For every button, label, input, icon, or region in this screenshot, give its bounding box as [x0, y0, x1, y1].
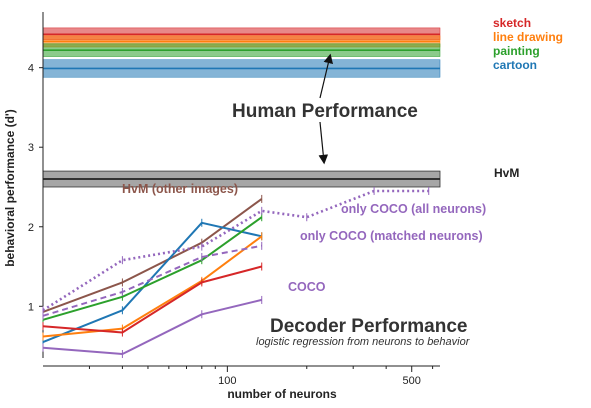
series-line-2: [42, 216, 263, 321]
y-tick-label: 2: [28, 222, 34, 234]
series-label-coco-matched: only COCO (matched neurons): [300, 229, 483, 243]
legend-painting: painting: [493, 44, 540, 58]
arrow-to-human: [319, 53, 334, 99]
y-tick-label: 1: [28, 301, 34, 313]
series-line-5: [42, 298, 262, 355]
series-label-coco-all: only COCO (all neurons): [341, 202, 486, 216]
series-line-4: [42, 265, 262, 334]
series-label-coco: COCO: [288, 280, 326, 294]
legend-line-drawing: line drawing: [493, 30, 563, 44]
legend-hvm: HvM: [494, 166, 519, 180]
decoder-performance-label: Decoder Performance: [270, 316, 467, 337]
human-performance-label: Human Performance: [232, 101, 418, 122]
x-axis-title: number of neurons: [227, 387, 337, 401]
series-line-6: [42, 244, 262, 317]
arrow-to-hvm: [318, 121, 329, 165]
x-tick-label: 500: [403, 375, 421, 387]
y-axis-title: behavioral performance (d'): [3, 109, 17, 267]
hvm-band: [42, 170, 441, 188]
y-tick-label: 3: [28, 142, 34, 154]
x-tick-label: 100: [218, 375, 236, 387]
y-ticks: 1 2 3 4: [28, 63, 43, 313]
series-label-hvm-other: HvM (other images): [122, 182, 238, 196]
legend-sketch: sketch: [493, 16, 531, 30]
series-line-1: [42, 221, 262, 344]
series-line-0: [42, 198, 263, 313]
y-tick-label: 4: [28, 63, 34, 75]
x-ticks: 100 500: [88, 366, 434, 387]
series-lines: [42, 186, 430, 359]
series-line-3: [42, 235, 263, 338]
human-bands: [42, 27, 441, 78]
legend-cartoon: cartoon: [493, 58, 537, 72]
decoder-subtitle: logistic regression from neurons to beha…: [256, 336, 471, 348]
